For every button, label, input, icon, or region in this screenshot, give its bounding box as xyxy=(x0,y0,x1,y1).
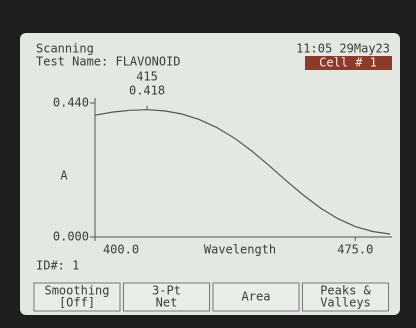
button-label: Area xyxy=(242,290,271,304)
test-name: Test Name: FLAVONOID xyxy=(36,55,181,69)
datetime: 11:05 29May23 xyxy=(296,42,390,56)
screen xyxy=(20,33,400,315)
x-tick-label: 400.0 xyxy=(103,243,139,257)
y-tick-label: 0.000 xyxy=(53,230,89,244)
cell: Cell # 1 xyxy=(319,56,377,70)
page: Scanning Test Name: FLAVONOID 11:05 29Ma… xyxy=(0,0,416,328)
y-tick-label: 0.440 xyxy=(53,96,89,110)
peak-y-label: 0.418 xyxy=(129,84,165,98)
x-axis-label: Wavelength xyxy=(204,243,276,257)
x-tick-label: 475.0 xyxy=(337,243,373,257)
status: Scanning xyxy=(36,42,94,56)
id: ID#: 1 xyxy=(36,259,79,273)
peak-x-label: 415 xyxy=(136,70,158,84)
button-label: Valleys xyxy=(320,296,371,310)
device-screen: Scanning Test Name: FLAVONOID 11:05 29Ma… xyxy=(0,0,416,328)
y-axis-label: A xyxy=(60,169,68,183)
button-label: [Off] xyxy=(59,296,95,310)
button-label: Net xyxy=(156,296,178,310)
